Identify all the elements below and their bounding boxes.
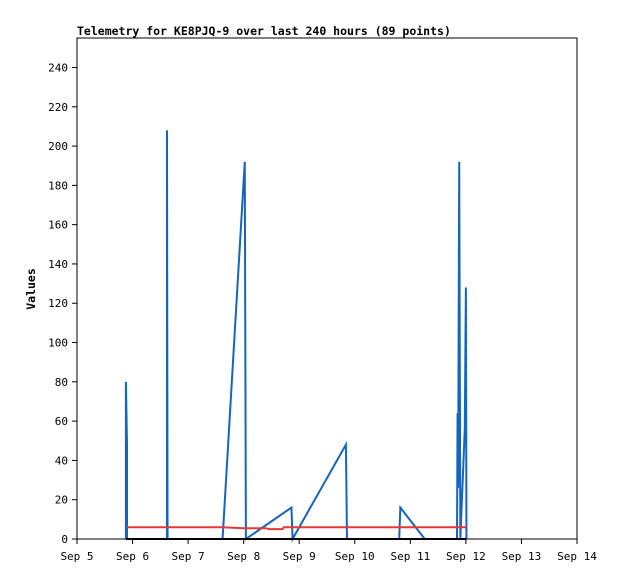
x-axis-ticks: Sep 5 Sep 6 Sep 7 Sep 8 Sep 9 Sep 10 Sep 11 Sep… xyxy=(60,539,597,563)
x-tick-label: Sep 12 xyxy=(446,550,486,563)
y-tick-label: 220 xyxy=(48,101,68,114)
y-axis-label: Values xyxy=(24,268,38,310)
y-tick-label: 100 xyxy=(48,337,68,350)
plot-area-frame xyxy=(76,37,578,540)
y-tick-label: 140 xyxy=(48,258,68,271)
chart-title: Telemetry for KE8PJQ-9 over last 240 hou… xyxy=(77,24,451,38)
x-tick-label: Sep 6 xyxy=(116,550,149,563)
x-tick-label: Sep 7 xyxy=(172,550,205,563)
series-line-2 xyxy=(127,526,467,531)
x-tick-label: Sep 9 xyxy=(283,550,316,563)
series-layer xyxy=(124,130,468,543)
x-tick-label: Sep 14 xyxy=(557,550,597,563)
series-line-1 xyxy=(124,130,468,543)
y-tick-label: 0 xyxy=(61,533,68,546)
y-tick-label: 80 xyxy=(55,376,68,389)
y-tick-label: 200 xyxy=(48,140,68,153)
y-tick-label: 60 xyxy=(55,415,68,428)
y-axis-ticks: 0 20 40 60 80 100 120 140 160 180 200 220 240 xyxy=(48,61,77,546)
x-tick-label: Sep 5 xyxy=(60,550,93,563)
x-tick-label: Sep 10 xyxy=(335,550,375,563)
y-tick-label: 240 xyxy=(48,61,68,74)
x-tick-label: Sep 8 xyxy=(227,550,260,563)
y-tick-label: 120 xyxy=(48,297,68,310)
y-tick-label: 40 xyxy=(55,454,68,467)
y-tick-label: 20 xyxy=(55,494,68,507)
x-tick-label: Sep 11 xyxy=(390,550,430,563)
y-tick-label: 180 xyxy=(48,179,68,192)
y-tick-label: 160 xyxy=(48,219,68,232)
x-tick-label: Sep 13 xyxy=(502,550,542,563)
